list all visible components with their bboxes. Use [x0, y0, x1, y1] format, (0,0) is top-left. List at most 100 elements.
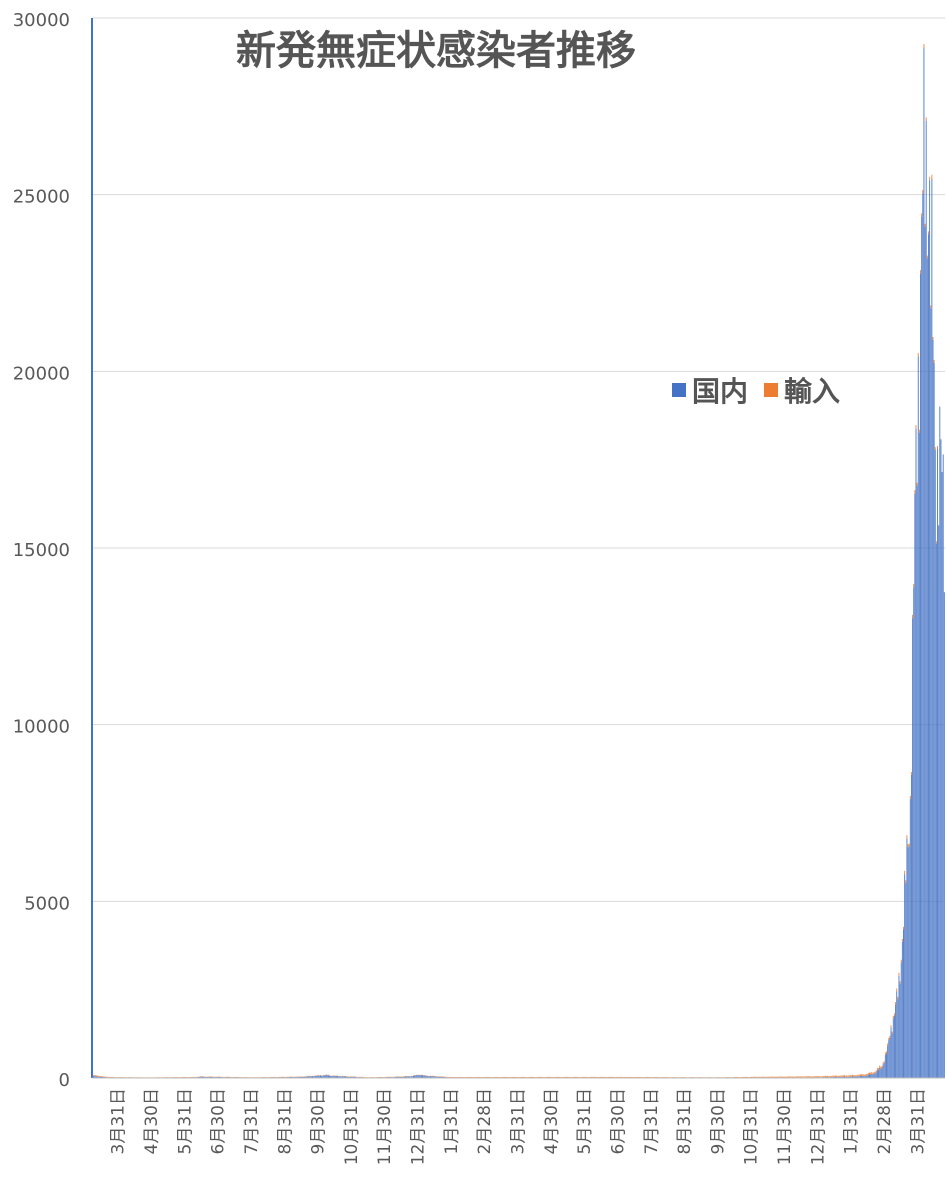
bar-imported	[547, 1076, 549, 1078]
bar-imported	[486, 1076, 488, 1078]
bar-imported	[665, 1077, 667, 1078]
bar-domestic	[324, 1075, 326, 1078]
bar-imported	[935, 541, 937, 544]
bar-imported	[794, 1076, 796, 1078]
bar-imported	[745, 1076, 747, 1078]
bar-imported	[542, 1076, 544, 1078]
bar-domestic	[441, 1076, 443, 1078]
bar-imported	[734, 1076, 735, 1078]
bar-imported	[869, 1072, 870, 1075]
bar-domestic	[836, 1076, 838, 1078]
x-tick-label: 3月31日	[109, 1088, 129, 1154]
bar-imported	[604, 1076, 606, 1078]
bar-imported	[628, 1077, 630, 1078]
bar-domestic	[425, 1076, 427, 1078]
x-tick-label: 7月31日	[242, 1088, 262, 1154]
bar-imported	[601, 1076, 603, 1078]
bar-imported	[571, 1077, 573, 1078]
bar-domestic	[925, 120, 927, 1078]
bar-domestic	[927, 234, 929, 1078]
bar-domestic	[943, 592, 945, 1078]
bar-imported	[109, 1076, 110, 1078]
bar-imported	[608, 1076, 610, 1078]
bar-imported	[873, 1072, 875, 1074]
bar-domestic	[399, 1076, 401, 1078]
bar-domestic	[427, 1076, 429, 1078]
bar-domestic	[416, 1075, 418, 1078]
bar-imported	[523, 1076, 525, 1078]
bar-domestic	[880, 1068, 882, 1078]
bar-domestic	[305, 1076, 307, 1078]
bar-imported	[551, 1077, 553, 1078]
bar-imported	[593, 1076, 595, 1078]
bar-imported	[490, 1077, 492, 1078]
bar-domestic	[881, 1068, 883, 1078]
bar-imported	[937, 446, 939, 449]
bar-imported	[641, 1077, 642, 1078]
bar-domestic	[864, 1076, 866, 1078]
bar-imported	[884, 1052, 886, 1055]
bar-imported	[825, 1076, 827, 1078]
bar-domestic	[310, 1076, 312, 1078]
bar-domestic	[315, 1075, 317, 1078]
bar-imported	[905, 880, 907, 884]
legend-label-domestic: 国内	[692, 375, 749, 408]
x-tick-label: 11月30日	[775, 1088, 795, 1165]
bar-imported	[822, 1076, 824, 1078]
bar-domestic	[922, 193, 924, 1079]
bar-imported	[915, 425, 917, 429]
bar-domestic	[299, 1076, 301, 1078]
bar-domestic	[904, 874, 906, 1078]
x-tick-label: 11月30日	[375, 1088, 395, 1165]
bar-imported	[698, 1077, 700, 1078]
bar-domestic	[882, 1064, 884, 1078]
bar-imported	[526, 1077, 528, 1078]
bar-imported	[690, 1077, 692, 1078]
x-tick-label: 6月30日	[608, 1088, 628, 1154]
bar-imported	[871, 1071, 873, 1074]
bar-imported	[834, 1075, 836, 1077]
bar-imported	[537, 1077, 539, 1078]
bar-imported	[656, 1077, 658, 1078]
bar-imported	[139, 1077, 141, 1078]
bar-imported	[769, 1076, 771, 1078]
bar-imported	[559, 1076, 561, 1078]
bar-domestic	[866, 1075, 868, 1078]
bar-domestic	[422, 1075, 424, 1078]
bar-domestic	[848, 1076, 850, 1078]
bar-imported	[720, 1077, 722, 1078]
bar-domestic	[321, 1075, 323, 1078]
bar-imported	[579, 1077, 581, 1078]
bar-domestic	[338, 1076, 340, 1078]
bar-domestic	[910, 774, 912, 1078]
bar-imported	[753, 1076, 755, 1078]
bar-imported	[785, 1076, 787, 1078]
bar-imported	[728, 1077, 730, 1078]
bar-imported	[484, 1076, 486, 1078]
bar-domestic	[436, 1076, 438, 1078]
bar-domestic	[888, 1040, 890, 1078]
y-axis-ticks: 0 5000 10000 15000 20000 25000 30000	[13, 10, 70, 1091]
bar-imported	[817, 1076, 819, 1078]
bar-imported	[850, 1075, 852, 1077]
bar-imported	[476, 1076, 478, 1078]
bars-domestic	[92, 48, 945, 1079]
bar-imported	[692, 1077, 694, 1078]
bar-imported	[737, 1076, 739, 1078]
bar-imported	[591, 1076, 593, 1078]
bar-imported	[890, 1025, 892, 1028]
bar-domestic	[865, 1075, 867, 1078]
bar-imported	[120, 1077, 122, 1078]
x-tick-label: 5月31日	[575, 1088, 595, 1154]
bar-domestic	[832, 1076, 834, 1078]
bar-imported	[99, 1076, 101, 1077]
bar-domestic	[352, 1076, 354, 1078]
bar-imported	[609, 1076, 611, 1078]
bar-imported	[502, 1077, 504, 1078]
bar-imported	[512, 1076, 514, 1078]
bar-domestic	[417, 1075, 419, 1078]
bar-imported	[618, 1076, 620, 1078]
bar-imported	[533, 1077, 535, 1078]
bar-domestic	[863, 1075, 865, 1078]
bar-domestic	[938, 525, 940, 1078]
